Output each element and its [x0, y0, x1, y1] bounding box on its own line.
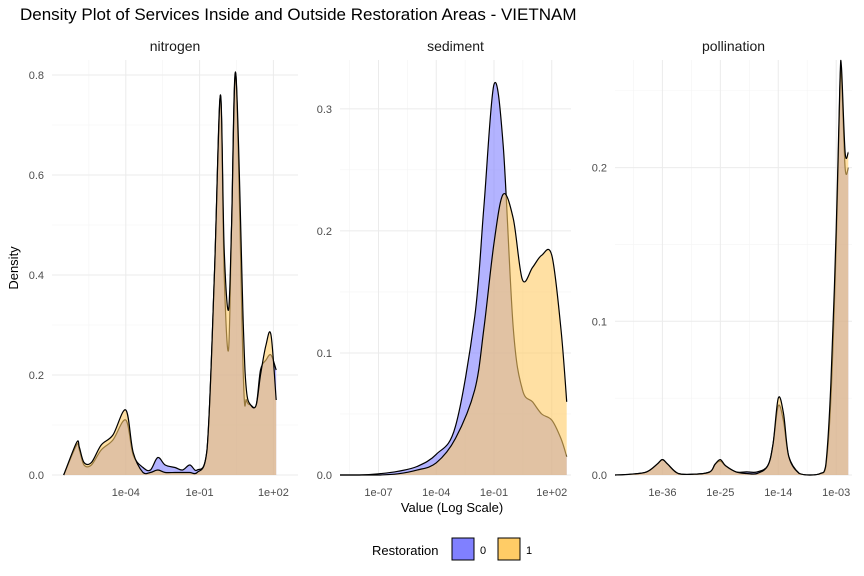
y-tick-label: 0.2 — [317, 226, 332, 238]
chart-title: Density Plot of Services Inside and Outs… — [20, 5, 577, 24]
x-tick-label: 1e+02 — [258, 487, 289, 499]
x-tick-label: 1e-01 — [186, 487, 214, 499]
density-area-sediment-1 — [340, 193, 567, 475]
x-tick-label: 1e-03 — [822, 487, 850, 499]
density-area-pollination-0 — [615, 67, 849, 475]
x-tick-label: 1e-36 — [648, 487, 676, 499]
y-tick-label: 0.2 — [592, 163, 607, 175]
density-line-sediment-1 — [339, 192, 568, 476]
panel-sediment: 1e-07 1e-04 1e-01 1e+02 0.0 0.1 0.2 0.3 sediment — [317, 38, 571, 499]
legend-label-0: 0 — [480, 545, 486, 557]
y-tick-label: 0.0 — [592, 470, 607, 482]
density-line-pollination-1 — [614, 59, 849, 476]
y-tick-label: 0.0 — [317, 470, 332, 482]
x-tick-label: 1e+02 — [536, 487, 567, 499]
y-tick-label: 0.0 — [29, 470, 44, 482]
facet-title-pollination: pollination — [702, 38, 765, 54]
x-tick-label: 1e-25 — [706, 487, 734, 499]
density-line-pollination-0 — [614, 66, 849, 476]
legend-key-0 — [451, 537, 475, 561]
x-tick-label: 1e-04 — [112, 487, 140, 499]
facet-title-nitrogen: nitrogen — [150, 38, 201, 54]
legend-label-1: 1 — [526, 545, 532, 557]
y-tick-label: 0.4 — [29, 270, 44, 282]
density-area-nitrogen-1 — [63, 73, 277, 475]
legend-title: Restoration — [372, 543, 438, 558]
panel-pollination: 1e-36 1e-25 1e-14 1e-03 0.0 0.1 0.2 pollination — [592, 38, 852, 499]
y-tick-label: 0.1 — [317, 348, 332, 360]
x-tick-label: 1e-01 — [480, 487, 508, 499]
y-tick-label: 0.2 — [29, 370, 44, 382]
facet-panels: 1e-04 1e-01 1e+020.00.20.40.60.8nitrogen1e… — [29, 38, 852, 499]
y-axis-title: Density — [6, 246, 21, 290]
density-area-pollination-1 — [615, 60, 849, 476]
x-tick-label: 1e-14 — [764, 487, 792, 499]
legend-key-1 — [497, 537, 521, 561]
y-tick-label: 0.6 — [29, 170, 44, 182]
density-line-nitrogen-1 — [63, 72, 277, 476]
x-axis-title: Value (Log Scale) — [401, 500, 503, 515]
y-tick-label: 0.8 — [29, 70, 44, 82]
panel-nitrogen: 1e-04 1e-01 1e+02 0.0 0.2 0.4 0.6 0.8 nitrogen — [29, 38, 298, 499]
facet-title-sediment: sediment — [427, 38, 484, 54]
y-tick-label: 0.1 — [592, 316, 607, 328]
y-tick-label: 0.3 — [317, 104, 332, 116]
x-tick-label: 1e-07 — [364, 487, 392, 499]
x-tick-label: 1e-04 — [422, 487, 450, 499]
